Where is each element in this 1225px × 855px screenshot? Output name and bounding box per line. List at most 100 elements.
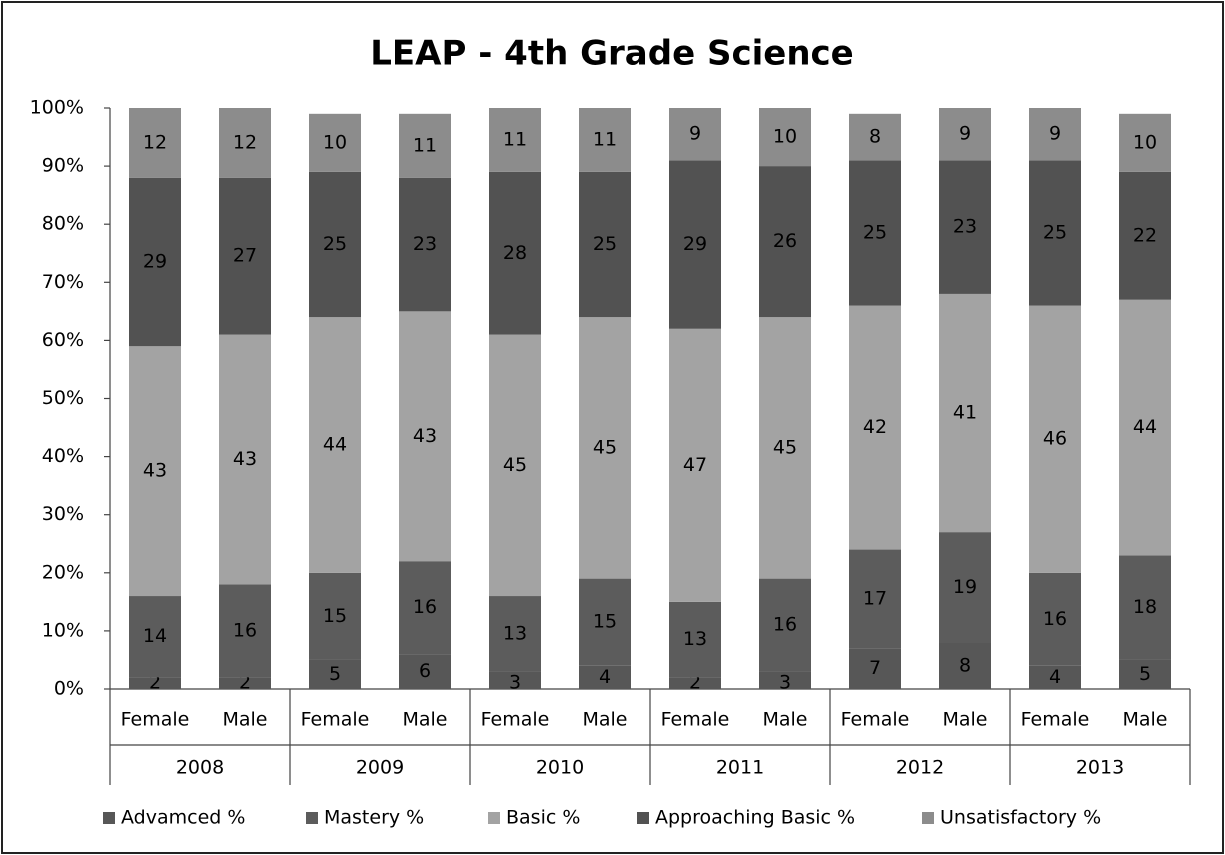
bar-segment [309, 659, 361, 689]
data-label: 47 [683, 454, 707, 476]
legend-label: Approaching Basic % [655, 807, 855, 829]
data-label: 45 [503, 454, 527, 476]
bar-segment [219, 677, 271, 689]
bar-segment [1119, 659, 1171, 689]
data-label: 5 [329, 663, 341, 685]
bar-segment [579, 171, 631, 318]
bar-segment [759, 317, 811, 579]
bar-segment [1029, 572, 1081, 666]
data-label: 17 [863, 587, 887, 609]
bar-segment [669, 328, 721, 602]
bar-segment [309, 171, 361, 318]
bar-segment [129, 177, 181, 347]
y-tick-label: 90% [42, 155, 84, 177]
data-label: 44 [323, 433, 347, 455]
data-label: 26 [773, 230, 797, 252]
data-label: 25 [593, 233, 617, 255]
bar-segment [939, 532, 991, 643]
x-tick-label: Female [1021, 709, 1090, 731]
data-label: 29 [143, 250, 167, 272]
bar-segment [489, 334, 541, 597]
group-label: 2008 [176, 757, 224, 779]
data-label: 18 [1133, 596, 1157, 618]
data-label: 43 [413, 425, 437, 447]
x-tick-label: Female [481, 709, 550, 731]
legend-label: Unsatisfactory % [940, 807, 1101, 829]
data-label: 25 [1043, 221, 1067, 243]
bar-segment [399, 311, 451, 562]
data-label: 45 [773, 436, 797, 458]
bar-segment [489, 171, 541, 335]
bar-segment [759, 671, 811, 689]
bar-segment [489, 596, 541, 672]
data-label: 25 [323, 233, 347, 255]
bar-segment [399, 177, 451, 312]
data-label: 3 [779, 672, 791, 694]
data-label: 6 [419, 660, 431, 682]
y-tick-label: 20% [42, 561, 84, 583]
data-label: 9 [959, 123, 971, 145]
y-tick-label: 10% [42, 619, 84, 641]
data-label: 25 [863, 221, 887, 243]
y-tick-label: 50% [42, 387, 84, 409]
bar-segment [759, 166, 811, 318]
bar-segment [1029, 665, 1081, 689]
data-label: 43 [233, 448, 257, 470]
data-label: 3 [509, 672, 521, 694]
bar-segment [939, 108, 991, 161]
data-label: 14 [143, 625, 167, 647]
x-tick-label: Female [301, 709, 370, 731]
data-label: 10 [773, 126, 797, 148]
data-label: 28 [503, 242, 527, 264]
data-label: 11 [593, 128, 617, 150]
data-label: 13 [503, 622, 527, 644]
data-label: 12 [233, 131, 257, 153]
bar-segment [849, 113, 901, 161]
x-tick-label: Male [1122, 709, 1167, 731]
data-label: 11 [503, 128, 527, 150]
data-label: 44 [1133, 416, 1157, 438]
bar-segment [939, 293, 991, 533]
x-tick-label: Male [402, 709, 447, 731]
data-label: 4 [1049, 666, 1061, 688]
group-label: 2012 [896, 757, 944, 779]
legend-swatch [637, 812, 649, 824]
data-label: 4 [599, 666, 611, 688]
bar-segment [669, 677, 721, 689]
bar-segment [1119, 555, 1171, 660]
data-label: 22 [1133, 224, 1157, 246]
x-tick-label: Female [841, 709, 910, 731]
bar-segment [129, 108, 181, 178]
bar-segment [219, 584, 271, 678]
data-label: 43 [143, 460, 167, 482]
bar-segment [579, 665, 631, 689]
legend-label: Mastery % [324, 807, 424, 829]
y-tick-label: 80% [42, 213, 84, 235]
bar-segment [669, 601, 721, 678]
data-label: 9 [1049, 123, 1061, 145]
bar-segment [129, 677, 181, 689]
bar-segment [129, 596, 181, 678]
data-label: 5 [1139, 663, 1151, 685]
x-tick-label: Male [582, 709, 627, 731]
bar-segment [579, 108, 631, 172]
data-label: 15 [593, 611, 617, 633]
bar-segment [759, 108, 811, 167]
bar-segment [309, 317, 361, 573]
bar-segment [399, 654, 451, 689]
bar-segment [129, 346, 181, 597]
legend-label: Basic % [506, 807, 580, 829]
data-label: 16 [233, 619, 257, 641]
x-tick-label: Male [222, 709, 267, 731]
data-label: 12 [143, 131, 167, 153]
data-label: 41 [953, 402, 977, 424]
data-label: 10 [1133, 131, 1157, 153]
data-label: 15 [323, 605, 347, 627]
y-tick-label: 70% [42, 271, 84, 293]
bar-segment [489, 108, 541, 172]
bar-segment [489, 671, 541, 689]
bar-segment [579, 578, 631, 666]
y-tick-label: 40% [42, 445, 84, 467]
y-tick-label: 30% [42, 503, 84, 525]
data-label: 23 [413, 233, 437, 255]
